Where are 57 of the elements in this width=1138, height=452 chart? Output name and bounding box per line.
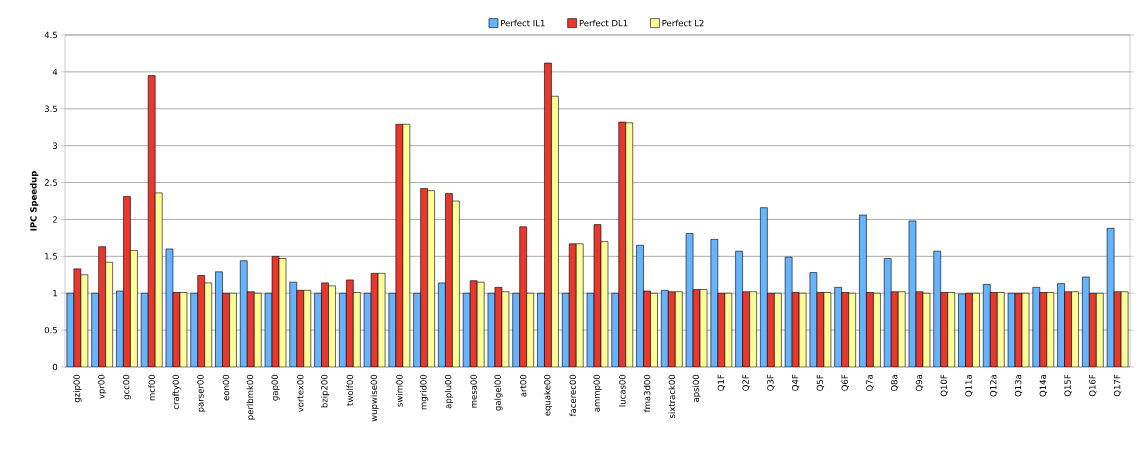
x-tick-label: Q2F (742, 374, 750, 391)
x-tick-label: facerec00 (569, 374, 577, 417)
x-tick-label: gcc00 (122, 374, 131, 400)
x-tick-label: Q10F (940, 374, 948, 397)
x-tick-label: Q15F (1064, 374, 1072, 397)
x-tick-label: twolf00 (346, 374, 354, 406)
x-tick-label: gzip00 (73, 374, 82, 403)
x-tick-label: Q13a (1014, 375, 1023, 397)
x-tick-label: Q7a (866, 375, 874, 392)
x-tick-label: galgel00 (494, 374, 503, 411)
x-tick-label: Q5F (816, 374, 825, 391)
x-tick-label: swim00 (396, 374, 403, 407)
y-tick-label: 3.5 (44, 105, 57, 112)
legend-label: Perfect L2 (662, 19, 704, 27)
x-tick-label: mgrid00 (420, 374, 429, 410)
x-tick-label: fma3d00 (643, 374, 651, 413)
x-tick-label: Q3F (767, 374, 775, 391)
x-tick-label: mcf00 (148, 374, 155, 401)
x-tick-label: eon00 (222, 374, 230, 401)
x-tick-label: Q12a (990, 375, 998, 397)
x-tick-label: ammp00 (593, 374, 602, 412)
x-tick-label: bzip200 (320, 374, 330, 408)
y-tick-label: 1 (53, 290, 57, 297)
y-tick-label: 3 (52, 142, 58, 149)
y-tick-label: 4.5 (44, 31, 57, 39)
x-tick-label: vortex00 (297, 374, 304, 413)
legend-label: Perfect IL1 (501, 19, 545, 27)
x-tick-label: Q6F (841, 374, 849, 391)
y-tick-label: 2 (52, 216, 57, 223)
x-tick-label: crafty00 (172, 374, 181, 410)
x-tick-label: parser00 (197, 374, 206, 412)
x-tick-label: apsi00 (692, 374, 701, 402)
x-tick-label: Q14a (1039, 375, 1047, 397)
x-tick-label: perlbmk00 (246, 374, 255, 420)
x-tick-label: wupwise00 (370, 374, 379, 422)
y-tick-label: 0.5 (44, 326, 57, 334)
x-tick-label: equake00 (543, 374, 553, 416)
x-tick-label: sixtrack00 (668, 374, 676, 419)
x-tick-label: Q16F (1089, 374, 1097, 397)
x-tick-label: Q1F (717, 374, 726, 391)
y-tick-label: 1.5 (45, 253, 57, 260)
x-tick-label: Q17F (1113, 374, 1122, 397)
x-tick-label: Q11a (965, 375, 973, 397)
x-tick-label: Q4F (791, 374, 800, 391)
y-tick-label: 0 (52, 363, 58, 371)
y-tick-label: 2.5 (44, 179, 57, 186)
x-tick-label: art00 (519, 374, 527, 397)
x-tick-label: gap00 (271, 374, 280, 401)
x-tick-label: applu00 (444, 374, 453, 409)
y-tick-label: 4 (52, 68, 58, 75)
x-tick-label: vpr00 (98, 374, 107, 399)
x-tick-label: mesa00 (470, 374, 477, 408)
y-axis-title: IPC Speedup (30, 171, 39, 231)
legend-label: Perfect DL1 (579, 19, 628, 27)
x-tick-label: lucas00 (618, 374, 626, 407)
x-tick-label: Q8a (890, 375, 899, 392)
x-tick-label: Q9a (915, 375, 924, 392)
